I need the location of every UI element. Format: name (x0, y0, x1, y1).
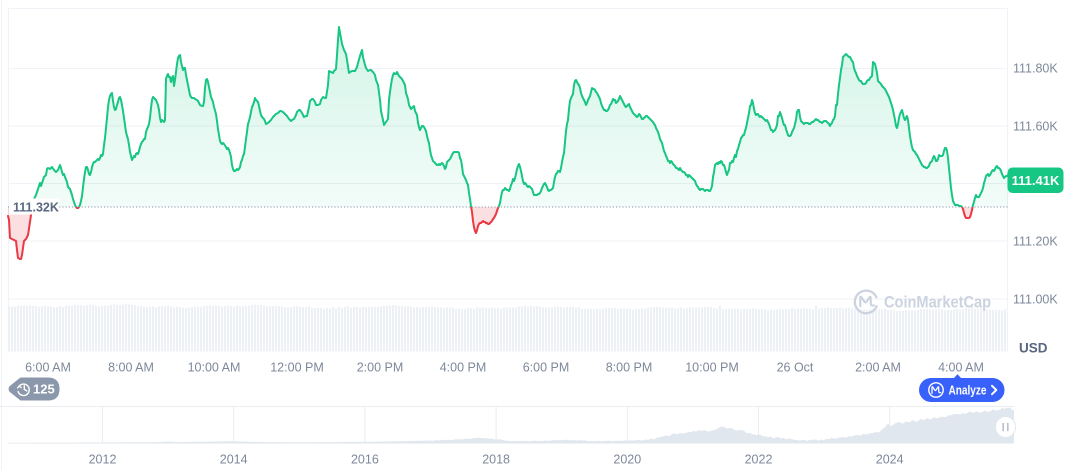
svg-text:2016: 2016 (351, 453, 379, 467)
svg-text:2:00 AM: 2:00 AM (855, 361, 901, 375)
svg-text:USD: USD (1019, 341, 1048, 356)
svg-text:4:00 PM: 4:00 PM (440, 361, 487, 375)
svg-text:8:00 AM: 8:00 AM (108, 361, 154, 375)
svg-text:2014: 2014 (220, 453, 248, 467)
svg-text:125: 125 (33, 382, 55, 397)
svg-text:10:00 AM: 10:00 AM (188, 361, 241, 375)
svg-text:2012: 2012 (89, 453, 117, 467)
svg-text:2022: 2022 (745, 453, 773, 467)
svg-text:8:00 PM: 8:00 PM (606, 361, 653, 375)
svg-text:111.20K: 111.20K (1013, 235, 1058, 249)
svg-text:4:00 AM: 4:00 AM (938, 361, 984, 375)
svg-text:26 Oct: 26 Oct (777, 361, 814, 375)
svg-text:CoinMarketCap: CoinMarketCap (884, 293, 991, 312)
svg-text:10:00 PM: 10:00 PM (685, 361, 739, 375)
svg-text:111.80K: 111.80K (1013, 62, 1058, 76)
svg-text:12:00 PM: 12:00 PM (270, 361, 324, 375)
svg-text:111.41K: 111.41K (1012, 173, 1060, 188)
svg-text:Analyze: Analyze (949, 383, 987, 398)
svg-text:111.60K: 111.60K (1013, 120, 1058, 134)
svg-text:2:00 PM: 2:00 PM (357, 361, 404, 375)
svg-text:111.00K: 111.00K (1013, 293, 1058, 307)
svg-text:111.32K: 111.32K (13, 201, 59, 215)
svg-text:2018: 2018 (482, 453, 510, 467)
svg-text:2024: 2024 (876, 453, 904, 467)
svg-text:6:00 AM: 6:00 AM (25, 361, 71, 375)
svg-text:6:00 PM: 6:00 PM (523, 361, 570, 375)
svg-text:2020: 2020 (613, 453, 641, 467)
